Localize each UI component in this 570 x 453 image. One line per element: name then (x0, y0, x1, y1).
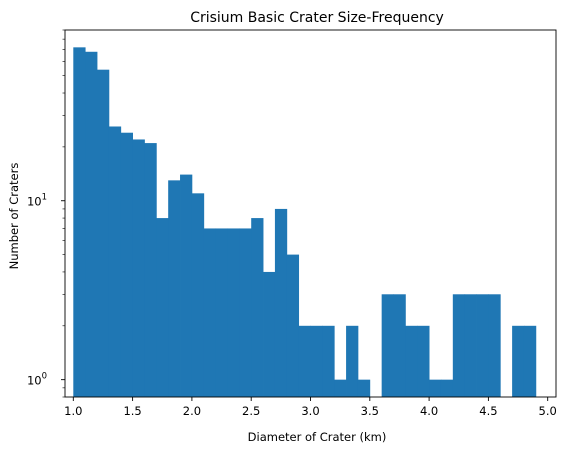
histogram-bar-9 (180, 174, 193, 397)
x-tick-label-2: 2.0 (183, 404, 201, 418)
histogram-bar-35 (488, 294, 501, 397)
histogram-bar-29 (417, 325, 430, 397)
histogram-bar-0 (73, 47, 86, 398)
y-axis-label: Number of Craters (7, 163, 21, 270)
histogram-bar-26 (381, 294, 394, 397)
histogram-bar-21 (322, 325, 335, 397)
histogram-bar-33 (464, 294, 477, 397)
histogram-bar-22 (334, 379, 347, 397)
histogram-bar-15 (251, 218, 264, 397)
x-tick-label-8: 5.0 (539, 404, 557, 418)
histogram-bar-23 (346, 325, 359, 397)
x-tick-label-5: 3.5 (361, 404, 379, 418)
histogram-bar-27 (393, 294, 406, 397)
histogram-bar-30 (429, 379, 442, 397)
histogram-bar-3 (108, 126, 122, 398)
histogram-bar-1 (85, 51, 98, 397)
histogram-bar-12 (215, 228, 228, 397)
x-axis-label: Diameter of Crater (km) (248, 430, 387, 444)
histogram-bar-17 (274, 208, 288, 397)
x-tick-label-7: 4.5 (479, 404, 497, 418)
histogram-bar-8 (168, 180, 181, 397)
histogram-bar-19 (298, 325, 311, 397)
x-tick-label-6: 4.0 (420, 404, 438, 418)
histogram-bar-6 (144, 143, 157, 397)
histogram-bar-32 (452, 294, 466, 397)
histogram-bar-38 (523, 325, 537, 397)
histogram-bar-20 (310, 325, 323, 397)
chart-title: Crisium Basic Crater Size-Frequency (190, 10, 444, 26)
histogram-bar-4 (120, 132, 133, 397)
histogram-bar-24 (357, 379, 371, 397)
y-tick-label-1: 101 (27, 193, 47, 209)
histogram-bar-13 (227, 228, 240, 397)
x-tick-label-4: 3.0 (301, 404, 319, 418)
histogram-bar-11 (203, 228, 217, 397)
histogram-bar-34 (476, 294, 489, 397)
histogram-bar-10 (191, 193, 205, 397)
histogram-bar-28 (405, 325, 418, 397)
histogram-bar-31 (440, 379, 454, 397)
x-tick-label-3: 2.5 (242, 404, 260, 418)
histogram-bar-7 (156, 218, 169, 397)
x-axis-ticks: 1.0 1.5 2.0 2.5 3.0 3.5 4.0 4.5 5.0 (64, 397, 557, 418)
histogram-bar-5 (132, 139, 145, 397)
histogram-bar-2 (97, 69, 110, 397)
histogram-bar-16 (263, 271, 276, 397)
y-tick-label-0: 100 (27, 372, 47, 388)
histogram-bar-37 (512, 325, 525, 397)
histogram-bar-14 (239, 228, 252, 397)
plot-frame (64, 29, 557, 398)
y-axis-ticks: 100 101 (27, 29, 65, 398)
x-tick-label-1: 1.5 (123, 404, 141, 418)
x-tick-label-0: 1.0 (64, 404, 82, 418)
histogram-bar-18 (286, 254, 300, 397)
bars-group (73, 47, 537, 398)
